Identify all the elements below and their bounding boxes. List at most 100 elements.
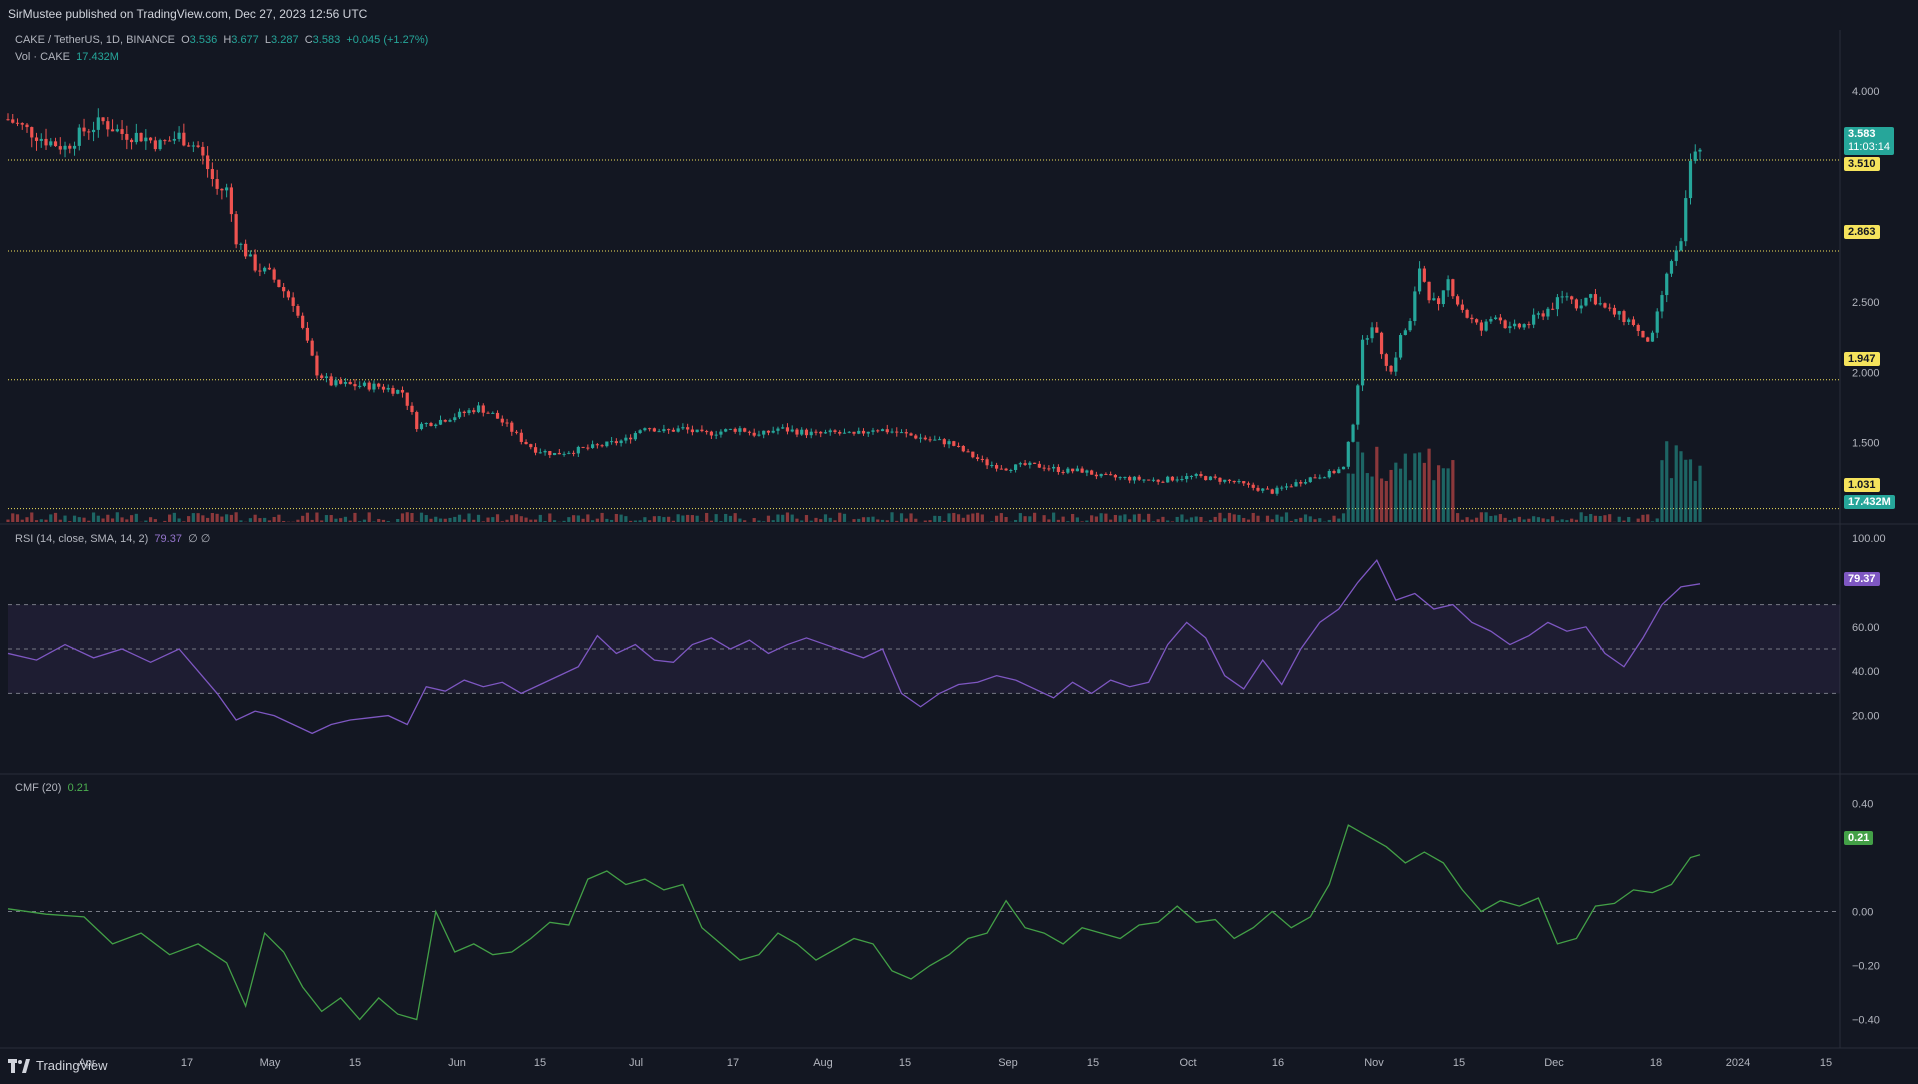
candle-body <box>400 389 405 393</box>
candle-body <box>776 428 780 431</box>
volume-bar <box>914 518 918 522</box>
volume-bar <box>1470 519 1474 522</box>
candle-body <box>1261 488 1265 491</box>
volume-bar <box>676 514 680 522</box>
volume-bar <box>229 514 233 522</box>
volume-bar <box>248 518 252 522</box>
candle-body <box>781 427 785 429</box>
volume-bar <box>272 516 276 522</box>
volume-bar <box>1199 516 1203 522</box>
candle-body <box>562 453 566 455</box>
candle-body <box>956 445 961 447</box>
candle-body <box>1299 482 1303 484</box>
volume-bar <box>472 519 476 522</box>
volume-bar <box>34 520 39 522</box>
candle-body <box>771 430 775 433</box>
volume-bar <box>210 512 214 522</box>
candle-body <box>529 444 533 448</box>
volume-bar <box>1128 519 1132 522</box>
candle-body <box>286 291 291 298</box>
candle-body <box>705 431 709 433</box>
volume-bar <box>638 520 642 522</box>
volume-bar <box>419 512 424 522</box>
candle-body <box>695 429 699 433</box>
volume-bar <box>619 514 623 522</box>
volume-bar <box>1166 520 1170 522</box>
candle-body <box>1498 317 1502 321</box>
volume-bar <box>177 518 181 522</box>
candle-body <box>1460 304 1464 310</box>
candle-body <box>624 437 628 441</box>
volume-bar <box>885 520 889 522</box>
candle-body <box>861 430 866 434</box>
volume-bar <box>1204 521 1208 522</box>
candle-body <box>153 140 157 150</box>
volume-bar <box>543 521 547 522</box>
candle-body <box>638 430 642 434</box>
candle-body <box>1441 290 1445 305</box>
candle-body <box>752 432 756 436</box>
volume-bar <box>600 512 604 522</box>
candle-body <box>904 432 908 434</box>
candle-body <box>1546 308 1550 317</box>
volume-bar <box>1161 516 1165 522</box>
candle-body <box>1213 476 1217 478</box>
volume-bar <box>1318 518 1322 522</box>
volume-bar <box>947 513 951 522</box>
volume-bar <box>1403 453 1407 522</box>
volume-bar <box>643 517 647 522</box>
volume-bar <box>1142 519 1146 522</box>
volume-bar <box>1099 513 1103 522</box>
cmf-line <box>7 824 1701 1021</box>
candle-body <box>714 434 718 436</box>
volume-bar <box>329 515 333 522</box>
candle-body <box>63 145 67 150</box>
candle-body <box>1294 482 1298 487</box>
volume-bar <box>206 517 210 522</box>
volume-bar <box>1503 517 1507 522</box>
candle-body <box>785 427 790 432</box>
volume-bar <box>690 515 695 522</box>
cmf-value: 0.21 <box>67 782 89 794</box>
volume-bar <box>567 517 571 522</box>
volume-bar <box>1456 513 1460 522</box>
change-value: +0.045 (+1.27%) <box>346 34 429 46</box>
candle-body <box>928 439 932 441</box>
candle-body <box>472 410 476 413</box>
candle-body <box>847 431 851 433</box>
candle-body <box>1532 314 1536 325</box>
last-price: 3.583 <box>1848 128 1876 140</box>
candle-body <box>610 441 614 443</box>
candle-body <box>272 269 276 280</box>
volume-bar <box>1170 521 1175 522</box>
footer: TradingView <box>8 1058 108 1073</box>
volume-bar <box>828 517 832 522</box>
volume-bar <box>239 520 243 522</box>
volume-bar <box>1441 468 1445 522</box>
candle-body <box>424 423 428 425</box>
volume-bar <box>1094 516 1098 522</box>
volume-bar <box>752 518 756 522</box>
volume-bar <box>538 514 542 522</box>
candle-body <box>524 441 528 445</box>
volume-bar <box>1394 462 1398 522</box>
candle-body <box>53 141 58 147</box>
level-tag-4: 1.031 <box>1844 478 1880 492</box>
candle-body <box>405 392 409 406</box>
volume-bar <box>790 514 794 522</box>
candle-body <box>1451 279 1455 297</box>
candle-body <box>1384 354 1388 366</box>
candle-body <box>719 431 723 435</box>
volume-bar <box>324 515 329 522</box>
volume-bar <box>1313 519 1317 522</box>
volume-bar <box>1351 473 1355 522</box>
volume-bar <box>814 517 818 522</box>
candle-body <box>158 140 162 150</box>
x-axis-tick: Aug <box>813 1057 833 1069</box>
volume-bar <box>339 518 343 522</box>
rsi-axis-tick: 20.00 <box>1852 711 1880 723</box>
volume-bar <box>980 514 984 522</box>
volume-bar <box>1379 478 1384 522</box>
candle-body <box>1123 476 1127 478</box>
candle-body <box>30 127 34 138</box>
